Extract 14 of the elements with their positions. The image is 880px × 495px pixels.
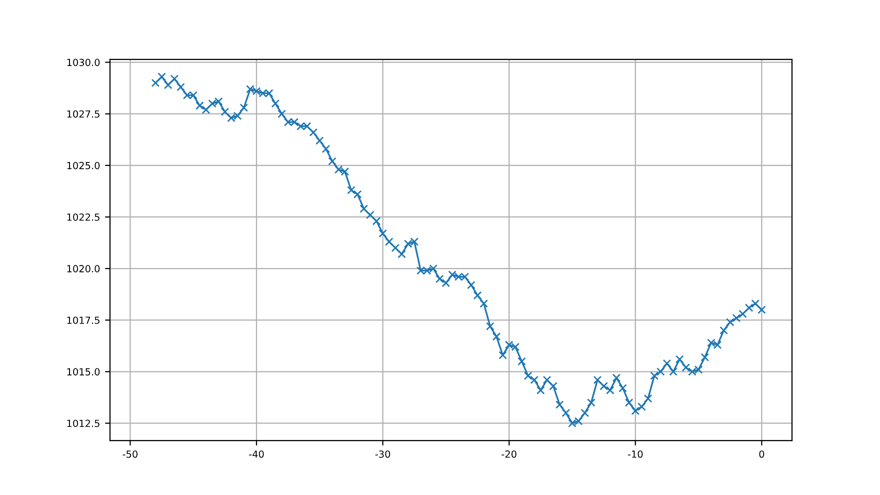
y-tick-label: 1027.5: [67, 110, 100, 118]
y-tick-label: 1020.0: [67, 265, 100, 272]
x-tick-label: -40: [249, 450, 264, 458]
x-tick-label: -10: [628, 450, 643, 458]
y-tick-label: 1030.0: [67, 58, 100, 66]
x-tick-label: -20: [502, 450, 516, 458]
y-tick-label: 1012.5: [67, 420, 100, 428]
x-tick-label: 0: [759, 450, 764, 458]
y-tick-label: 1022.5: [67, 213, 100, 221]
y-tick-label: 1017.5: [67, 316, 100, 324]
x-tick-label: -50: [122, 450, 138, 458]
y-tick-label: 1015.0: [67, 368, 100, 376]
x-tick-label: -30: [375, 450, 390, 458]
y-tick-label: 1025.0: [67, 162, 100, 170]
